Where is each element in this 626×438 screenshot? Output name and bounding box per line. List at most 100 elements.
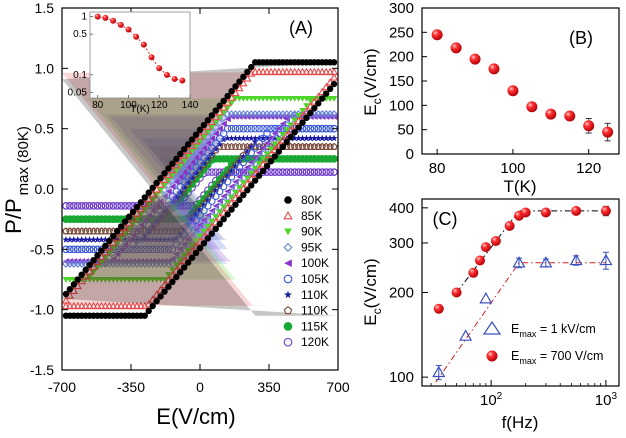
loop-point xyxy=(283,127,290,134)
c-point-1kv xyxy=(569,253,583,266)
loop-point xyxy=(236,134,243,142)
loop-point xyxy=(125,245,133,254)
loop-point xyxy=(310,67,319,76)
loop-point xyxy=(153,179,160,187)
loop-point xyxy=(196,244,204,252)
loop-point xyxy=(267,168,275,176)
loop-point xyxy=(180,225,188,232)
loop-point xyxy=(148,227,157,235)
loop-point xyxy=(330,134,338,142)
loop-point xyxy=(290,168,299,176)
loop-point xyxy=(255,161,263,167)
loop-point xyxy=(161,208,168,215)
loop-point xyxy=(188,174,196,181)
panel-a: -700 -350 0 350 700-1.5-1.0-0.50.00.51.01.5 … xyxy=(1,0,350,429)
loop-point xyxy=(330,155,338,163)
loop-point xyxy=(251,134,259,142)
loop-point xyxy=(133,216,141,223)
loop-point xyxy=(204,129,212,136)
loop-point xyxy=(192,216,200,225)
loop-point xyxy=(326,85,334,93)
inset-line xyxy=(97,16,183,81)
loop-point xyxy=(287,133,294,141)
legend-marker xyxy=(283,337,293,347)
loop-point xyxy=(168,245,177,254)
loop-point xyxy=(228,167,235,174)
loop-point xyxy=(310,142,319,150)
loop-point xyxy=(133,203,141,211)
loop-point xyxy=(220,136,227,143)
loop-point xyxy=(188,175,196,183)
y-tick-label: 0.0 xyxy=(35,181,55,197)
loop-point xyxy=(168,199,177,207)
loop-point xyxy=(216,142,224,150)
legend-label: 95K xyxy=(301,240,322,254)
loop-point xyxy=(124,301,134,310)
loop-point xyxy=(105,301,114,310)
c-point-1kv xyxy=(432,365,446,378)
loop-point xyxy=(212,130,219,137)
loop-point xyxy=(137,199,145,206)
loop-fill xyxy=(62,138,338,240)
loop-point xyxy=(145,202,152,208)
loop-point xyxy=(220,204,227,211)
loop-point xyxy=(152,245,161,254)
loop-point xyxy=(137,211,145,218)
loop-point xyxy=(216,209,223,216)
loop-point xyxy=(102,242,109,249)
loop-point xyxy=(188,243,196,249)
inset-point xyxy=(171,75,178,82)
c-point-700 xyxy=(451,287,462,298)
loop-point xyxy=(224,134,231,142)
loop-point xyxy=(325,67,335,76)
loop-point xyxy=(220,215,227,223)
b-point xyxy=(431,29,443,41)
loop-point xyxy=(278,67,287,76)
loop-point xyxy=(258,67,268,76)
loop-point xyxy=(275,148,283,155)
c-fit-line xyxy=(456,210,606,293)
loop-point xyxy=(322,134,330,142)
loop-point xyxy=(247,149,256,157)
loop-point xyxy=(251,138,259,145)
loop-point xyxy=(74,245,82,254)
loop-point xyxy=(165,236,172,243)
loop-point xyxy=(101,202,110,210)
loop-point xyxy=(322,67,331,76)
loop-point xyxy=(267,124,275,133)
panel-c-ylabel-main: E xyxy=(361,314,380,325)
loop-point xyxy=(330,110,339,119)
loop-point xyxy=(224,211,231,218)
loop-point xyxy=(184,247,192,254)
loop-point xyxy=(208,168,216,176)
loop-point xyxy=(161,170,168,177)
loop-point xyxy=(208,112,216,119)
c-x-tick-label: 102 xyxy=(480,391,503,409)
loop-point xyxy=(172,187,181,196)
loop-point xyxy=(181,145,188,153)
loop-point xyxy=(129,208,137,216)
loop-point xyxy=(244,187,251,194)
loop-point xyxy=(117,246,125,253)
loop-point xyxy=(141,236,149,243)
loop-point xyxy=(330,142,338,150)
loop-point xyxy=(263,129,271,138)
c-point-700 xyxy=(474,255,485,266)
loop-point xyxy=(129,236,137,243)
loop-point xyxy=(149,222,157,230)
loop-point xyxy=(173,168,180,175)
inset-y-tick-label: 1 xyxy=(81,12,87,23)
loop-point xyxy=(239,124,248,133)
loop-point xyxy=(169,198,176,206)
loop-point xyxy=(145,236,153,243)
x-tick-label: -700 xyxy=(48,379,76,395)
loop-point xyxy=(153,218,160,225)
b-x-tick-label: 100 xyxy=(500,160,525,177)
c-point-700 xyxy=(600,205,611,216)
loop-fill xyxy=(62,146,338,232)
loop-point xyxy=(322,168,330,176)
loop-point xyxy=(169,173,176,179)
loop-point xyxy=(216,102,223,109)
loop-point xyxy=(275,136,283,143)
c-x-tick-base: 10 xyxy=(480,392,497,409)
